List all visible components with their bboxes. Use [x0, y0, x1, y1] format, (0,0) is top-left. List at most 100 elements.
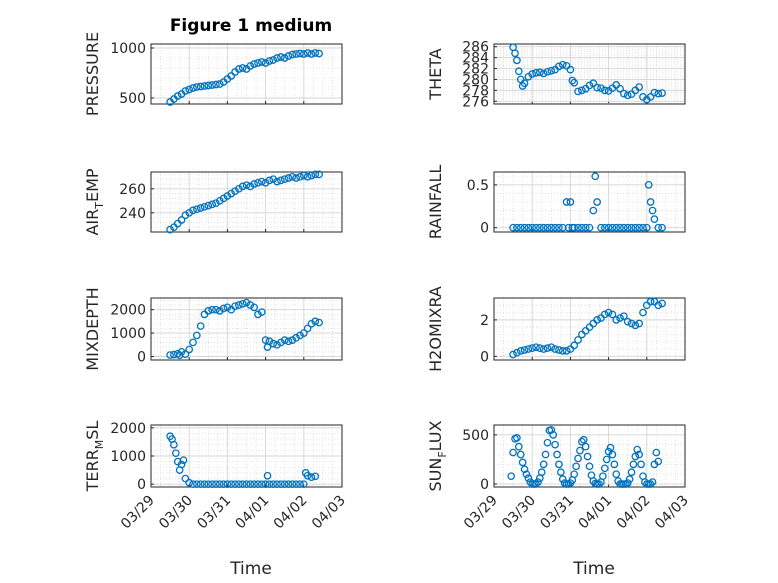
data-point — [269, 56, 278, 64]
x-tick-label: 04/02 — [614, 493, 654, 533]
data-point — [204, 201, 213, 210]
data-point — [509, 350, 517, 359]
data-point — [265, 176, 274, 185]
subplot-h2omixra: 0 2 H2OMIXRA — [426, 286, 686, 372]
data-point — [204, 81, 213, 90]
data-point — [518, 458, 527, 467]
data-point — [646, 480, 655, 488]
data-point — [513, 348, 521, 357]
data-point — [555, 62, 563, 71]
y-tick-label: 500 — [462, 428, 489, 444]
data-point — [315, 170, 323, 179]
data-point — [578, 86, 586, 95]
y-label-main: H2OMIXRA — [426, 286, 445, 372]
data-point — [543, 223, 552, 232]
data-point — [650, 215, 659, 223]
data-point — [556, 468, 565, 477]
data-point — [223, 480, 232, 489]
data-point — [652, 448, 661, 457]
data-point — [292, 333, 301, 342]
data-point — [284, 480, 293, 489]
x-tick-label: 03/30 — [156, 493, 196, 533]
data-point — [273, 480, 281, 489]
data-point — [257, 58, 266, 66]
data-point — [288, 172, 297, 181]
data-point — [534, 478, 542, 486]
data-point — [280, 480, 289, 489]
data-point — [200, 82, 209, 90]
data-point — [511, 49, 519, 58]
data-point — [299, 171, 308, 180]
data-point — [604, 223, 613, 232]
data-point — [555, 346, 563, 354]
data-point — [572, 462, 580, 471]
data-point — [215, 196, 224, 205]
data-point — [566, 65, 575, 74]
data-point — [246, 182, 255, 191]
data-point — [254, 310, 262, 319]
data-point — [212, 80, 220, 89]
x-axis-label-left: Time — [229, 559, 272, 579]
data-point — [254, 59, 262, 67]
data-point — [189, 480, 197, 489]
data-point — [513, 223, 521, 232]
data-point — [597, 84, 605, 93]
data-point — [189, 84, 197, 92]
x-axis-label-right: Time — [572, 559, 615, 579]
data-point — [303, 324, 312, 333]
data-point — [585, 462, 594, 471]
data-point — [551, 345, 559, 353]
data-point — [629, 460, 638, 469]
subplot-rainfall: 0 0.5 RAINFALL — [426, 165, 686, 239]
data-point — [280, 54, 289, 62]
data-point — [558, 347, 567, 355]
data-point — [192, 331, 201, 340]
y-tick-label: 240 — [119, 206, 146, 222]
axes-box — [150, 171, 343, 233]
y-label-main: THETA — [426, 48, 445, 100]
data-point — [568, 76, 577, 85]
data-point — [219, 480, 228, 489]
data-point — [311, 472, 320, 481]
data-point — [311, 49, 320, 57]
data-point — [539, 345, 548, 353]
data-point — [257, 308, 266, 316]
data-point — [273, 340, 281, 349]
data-point — [599, 472, 607, 481]
y-label-subscript: F — [436, 451, 449, 457]
y-label-main: AIR — [83, 209, 102, 236]
y-tick-label: 280 — [462, 72, 489, 88]
data-point — [246, 62, 255, 70]
data-point — [520, 465, 529, 474]
data-point — [581, 442, 590, 451]
data-point — [265, 57, 274, 65]
y-tick-label: 284 — [462, 51, 489, 67]
data-point — [658, 299, 666, 308]
data-point — [231, 187, 239, 196]
data-point — [535, 68, 544, 77]
data-point — [578, 437, 586, 446]
data-point — [257, 480, 266, 489]
data-point — [265, 480, 274, 489]
data-point — [514, 442, 523, 451]
data-point — [627, 223, 636, 232]
data-point — [227, 480, 236, 489]
data-point — [212, 199, 220, 208]
data-point — [646, 93, 655, 101]
data-point — [616, 314, 624, 322]
y-axis-label: SUNFLUX — [426, 420, 449, 491]
data-point — [299, 480, 308, 489]
data-point — [623, 479, 632, 487]
data-point — [173, 349, 182, 358]
data-point — [549, 430, 558, 439]
data-point — [547, 426, 556, 434]
data-point — [616, 84, 624, 93]
data-point — [235, 301, 243, 309]
x-tick-label: 04/01 — [233, 493, 273, 533]
y-tick-label: 1000 — [110, 326, 146, 342]
data-point — [602, 455, 611, 464]
y-tick-label: 0.5 — [467, 178, 489, 194]
data-point — [166, 225, 174, 234]
data-point — [288, 50, 297, 59]
